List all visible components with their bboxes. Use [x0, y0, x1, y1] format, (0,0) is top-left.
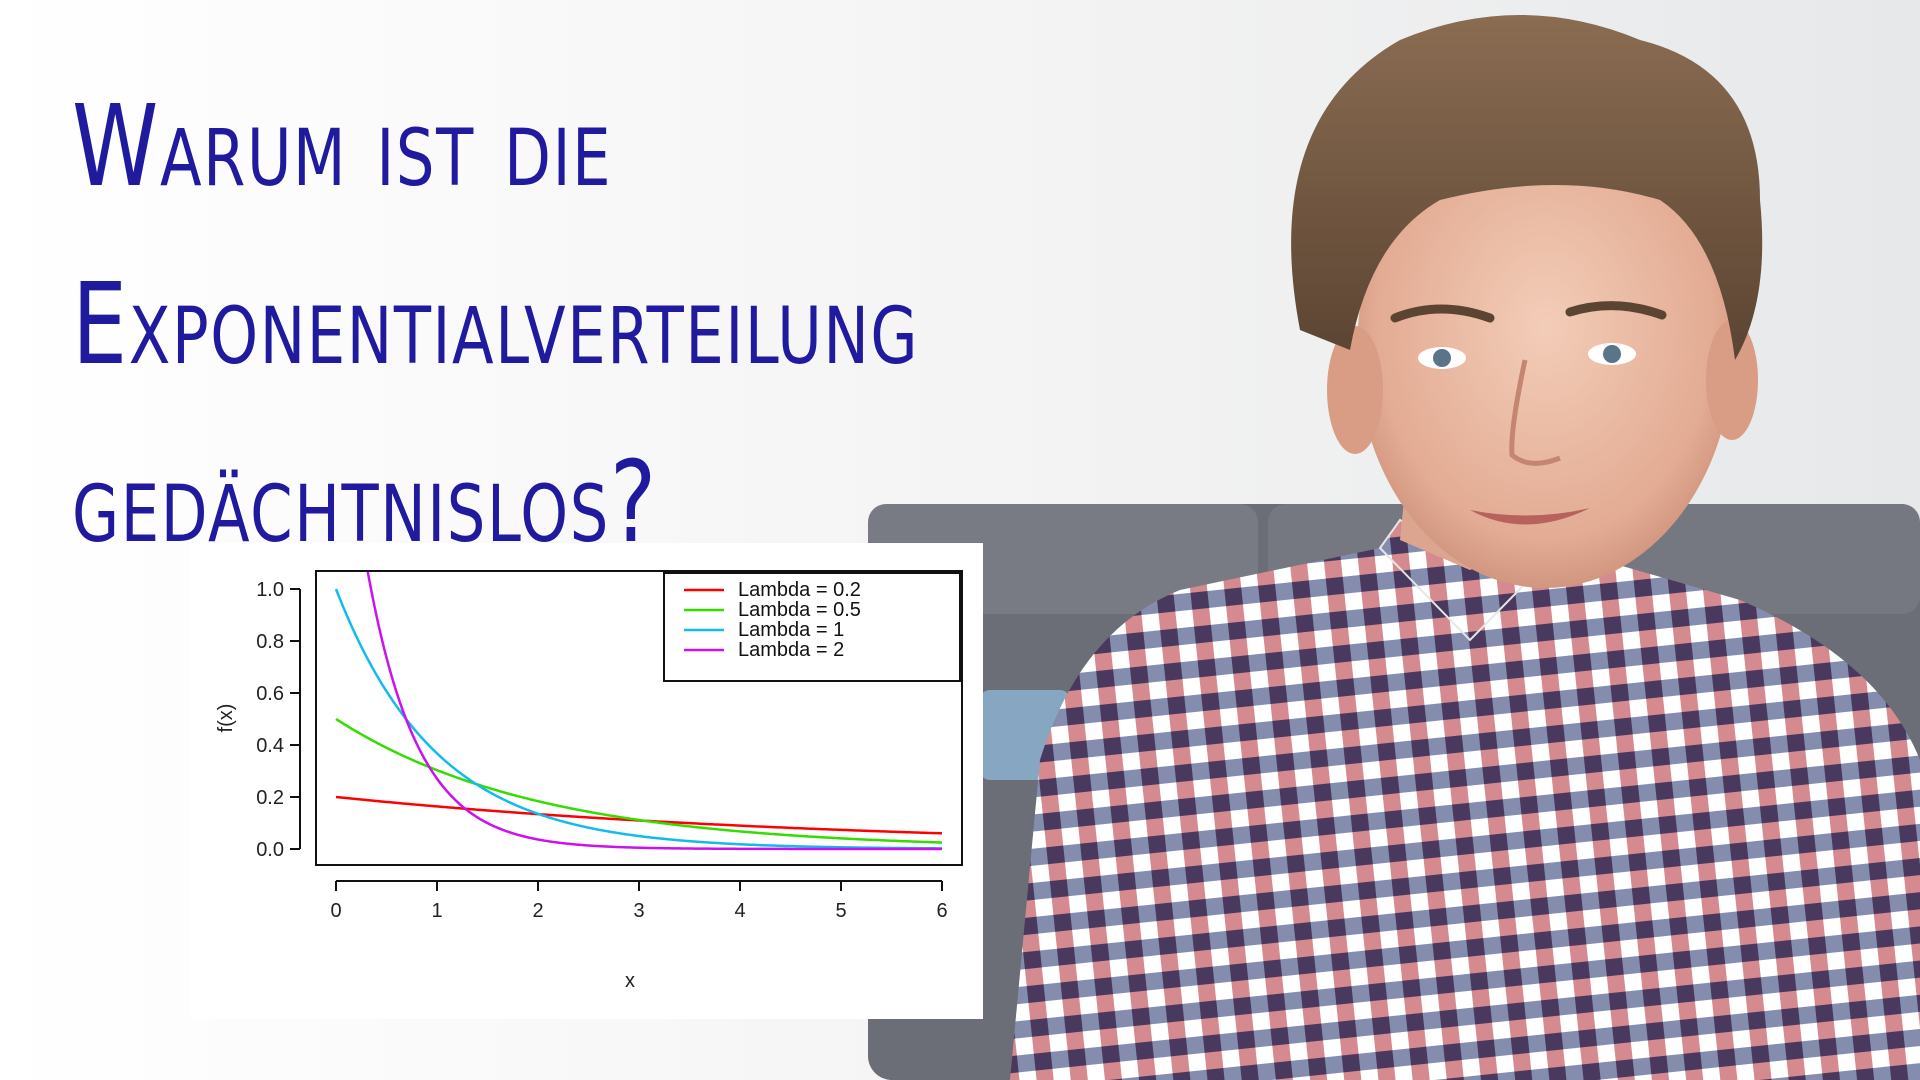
y-tick-label: 0.0: [256, 839, 284, 861]
left-iris: [1433, 349, 1451, 367]
series-line-2: [335, 717, 943, 844]
series-line-1: [335, 795, 943, 835]
series-line-3: [334, 588, 943, 850]
left-eyebrow: [1390, 304, 1495, 323]
left-ear: [1327, 326, 1383, 454]
x-tick-label: 5: [835, 900, 846, 922]
legend-label-2: Lambda = 0.5: [738, 599, 861, 621]
headline-line-1: Warum ist die: [72, 82, 613, 212]
nose: [1509, 359, 1561, 466]
y-tick-label: 0.6: [256, 683, 284, 705]
person: [1010, 15, 1920, 1080]
face: [1357, 112, 1733, 588]
headline-line-3: gedächtnislos?: [72, 438, 658, 568]
x-tick-label: 1: [431, 900, 442, 922]
right-ear: [1706, 320, 1758, 440]
shirt: [1010, 548, 1920, 1080]
x-axis-label: x: [625, 970, 635, 992]
legend-label-1: Lambda = 0.2: [738, 579, 861, 601]
density-chart: 0.0 0.2 0.4 0.6 0.8 1.0 0 1 2 3 4 5 6 x f(x) Lambda…: [215, 570, 963, 992]
headline: Warum ist die Exponentialverteilung gedä…: [72, 58, 1008, 592]
chart-panel: 0.0 0.2 0.4 0.6 0.8 1.0 0 1 2 3 4 5 6 x f(x) Lambda…: [190, 543, 983, 1019]
y-tick-label: 0.8: [256, 631, 284, 653]
plot-box: [315, 570, 963, 866]
right-iris: [1603, 345, 1621, 363]
y-tick-label: 1.0: [256, 579, 284, 601]
x-tick-label: 3: [633, 900, 644, 922]
x-tick-label: 6: [936, 900, 947, 922]
x-tick-label: 0: [330, 900, 341, 922]
series-line-4: [366, 572, 942, 851]
y-tick-label: 0.2: [256, 787, 284, 809]
mouth: [1470, 508, 1590, 525]
right-eyebrow: [1565, 301, 1667, 320]
y-axis: 0.0 0.2 0.4 0.6 0.8 1.0: [256, 579, 301, 861]
legend-label-4: Lambda = 2: [738, 639, 844, 661]
x-tick-label: 4: [734, 900, 745, 922]
y-axis-label: f(x): [215, 704, 237, 733]
x-tick-label: 2: [532, 900, 543, 922]
legend-label-3: Lambda = 1: [738, 619, 844, 641]
hair: [1291, 15, 1763, 360]
series-group: [334, 572, 943, 851]
x-axis: 0 1 2 3 4 5 6: [330, 880, 948, 922]
headline-line-2: Exponentialverteilung: [72, 260, 920, 390]
y-tick-label: 0.4: [256, 735, 284, 757]
